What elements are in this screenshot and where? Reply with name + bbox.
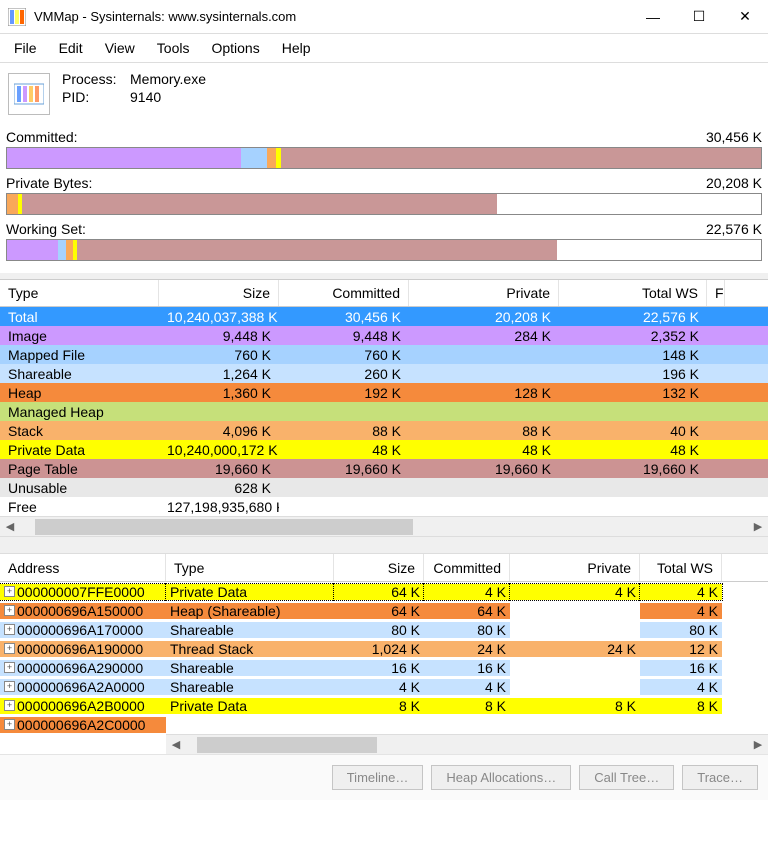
column-header[interactable]: Address xyxy=(0,554,166,581)
detail-row[interactable]: +000000696A2B0000Private Data8 K8 K8 K8 … xyxy=(0,696,768,715)
column-header[interactable]: Total WS xyxy=(640,554,722,581)
detail-row[interactable]: +000000696A190000Thread Stack1,024 K24 K… xyxy=(0,639,768,658)
column-header[interactable]: Total WS xyxy=(559,280,707,306)
address-value: 000000696A2A0000 xyxy=(17,679,145,695)
detail-scrollbar[interactable]: ◀ ▶ xyxy=(166,734,768,754)
summary-row[interactable]: Private Data10,240,000,172 K48 K48 K48 K xyxy=(0,440,768,459)
column-header[interactable]: Size xyxy=(159,280,279,306)
menu-options[interactable]: Options xyxy=(201,36,269,60)
expand-icon[interactable]: + xyxy=(4,719,15,730)
address-value: 000000696A2B0000 xyxy=(17,698,145,714)
summary-row[interactable]: Image9,448 K9,448 K284 K2,352 K xyxy=(0,326,768,345)
pid-label: PID: xyxy=(62,89,130,105)
column-header[interactable]: Size xyxy=(334,554,424,581)
detail-body: +000000007FFE0000Private Data64 K4 K4 K4… xyxy=(0,582,768,734)
column-header[interactable]: F xyxy=(707,280,725,306)
app-icon xyxy=(8,8,26,26)
menu-tools[interactable]: Tools xyxy=(147,36,200,60)
memory-bar xyxy=(6,239,762,261)
process-info: Process: Memory.exe PID: 9140 xyxy=(0,63,768,129)
menubar: FileEditViewToolsOptionsHelp xyxy=(0,34,768,63)
titlebar: VMMap - Sysinternals: www.sysinternals.c… xyxy=(0,0,768,34)
address-value: 000000696A290000 xyxy=(17,660,143,676)
process-name: Memory.exe xyxy=(130,71,206,87)
summary-row[interactable]: Free127,198,935,680 K xyxy=(0,497,768,516)
bar-label: Private Bytes: xyxy=(6,175,92,191)
address-value: 000000696A170000 xyxy=(17,622,143,638)
detail-row[interactable]: +000000696A170000Shareable80 K80 K80 K xyxy=(0,620,768,639)
scroll-right-icon[interactable]: ▶ xyxy=(748,520,768,533)
bar-value: 22,576 K xyxy=(706,221,762,237)
menu-file[interactable]: File xyxy=(4,36,47,60)
expand-icon[interactable]: + xyxy=(4,700,15,711)
bar-label: Working Set: xyxy=(6,221,86,237)
memory-bar xyxy=(6,193,762,215)
summary-row[interactable]: Shareable1,264 K260 K196 K xyxy=(0,364,768,383)
column-header[interactable]: Type xyxy=(0,280,159,306)
scroll-right-icon[interactable]: ▶ xyxy=(748,738,768,751)
scroll-thumb[interactable] xyxy=(197,737,377,753)
expand-icon[interactable]: + xyxy=(4,662,15,673)
maximize-button[interactable]: ☐ xyxy=(676,0,722,34)
memory-bar xyxy=(6,147,762,169)
detail-row[interactable]: +000000007FFE0000Private Data64 K4 K4 K4… xyxy=(0,582,768,601)
detail-row[interactable]: +000000696A150000Heap (Shareable)64 K64 … xyxy=(0,601,768,620)
detail-row[interactable]: +000000696A2C0000 xyxy=(0,715,768,734)
footer-button[interactable]: Heap Allocations… xyxy=(431,765,571,790)
pid-value: 9140 xyxy=(130,89,206,105)
column-header[interactable]: Committed xyxy=(279,280,409,306)
process-label: Process: xyxy=(62,71,130,87)
column-header[interactable]: Private xyxy=(409,280,559,306)
bar-value: 30,456 K xyxy=(706,129,762,145)
address-value: 000000696A2C0000 xyxy=(17,717,145,733)
summary-body: Total10,240,037,388 K30,456 K20,208 K22,… xyxy=(0,307,768,516)
expand-icon[interactable]: + xyxy=(4,586,15,597)
footer-button[interactable]: Call Tree… xyxy=(579,765,674,790)
process-icon xyxy=(8,73,50,115)
footer-button[interactable]: Timeline… xyxy=(332,765,424,790)
address-value: 000000696A190000 xyxy=(17,641,143,657)
summary-row[interactable]: Total10,240,037,388 K30,456 K20,208 K22,… xyxy=(0,307,768,326)
summary-header[interactable]: TypeSizeCommittedPrivateTotal WSF xyxy=(0,279,768,307)
memory-bars: Committed: 30,456 K Private Bytes: 20,208 K… xyxy=(0,129,768,273)
detail-header[interactable]: AddressTypeSizeCommittedPrivateTotal WS xyxy=(0,554,768,582)
column-header[interactable]: Type xyxy=(166,554,334,581)
scroll-thumb[interactable] xyxy=(35,519,414,535)
summary-scrollbar[interactable]: ◀ ▶ xyxy=(0,516,768,536)
bar-value: 20,208 K xyxy=(706,175,762,191)
expand-icon[interactable]: + xyxy=(4,643,15,654)
bar-label: Committed: xyxy=(6,129,78,145)
menu-edit[interactable]: Edit xyxy=(49,36,93,60)
summary-row[interactable]: Mapped File760 K760 K148 K xyxy=(0,345,768,364)
detail-row[interactable]: +000000696A2A0000Shareable4 K4 K4 K xyxy=(0,677,768,696)
window-title: VMMap - Sysinternals: www.sysinternals.c… xyxy=(34,9,630,24)
expand-icon[interactable]: + xyxy=(4,624,15,635)
scroll-left-icon[interactable]: ◀ xyxy=(166,738,186,751)
minimize-button[interactable]: — xyxy=(630,0,676,34)
expand-icon[interactable]: + xyxy=(4,681,15,692)
close-button[interactable]: ✕ xyxy=(722,0,768,34)
summary-row[interactable]: Managed Heap xyxy=(0,402,768,421)
footer-button[interactable]: Trace… xyxy=(682,765,758,790)
address-value: 000000696A150000 xyxy=(17,603,143,619)
detail-row[interactable]: +000000696A290000Shareable16 K16 K16 K xyxy=(0,658,768,677)
column-header[interactable]: Committed xyxy=(424,554,510,581)
pane-divider[interactable] xyxy=(0,536,768,554)
summary-row[interactable]: Stack4,096 K88 K88 K40 K xyxy=(0,421,768,440)
menu-help[interactable]: Help xyxy=(272,36,321,60)
footer-buttons: Timeline… Heap Allocations… Call Tree… Trac… xyxy=(0,754,768,800)
summary-row[interactable]: Page Table19,660 K19,660 K19,660 K19,660… xyxy=(0,459,768,478)
scroll-left-icon[interactable]: ◀ xyxy=(0,520,20,533)
address-value: 000000007FFE0000 xyxy=(17,584,145,600)
summary-row[interactable]: Unusable628 K xyxy=(0,478,768,497)
menu-view[interactable]: View xyxy=(95,36,145,60)
column-header[interactable]: Private xyxy=(510,554,640,581)
expand-icon[interactable]: + xyxy=(4,605,15,616)
summary-row[interactable]: Heap1,360 K192 K128 K132 K xyxy=(0,383,768,402)
